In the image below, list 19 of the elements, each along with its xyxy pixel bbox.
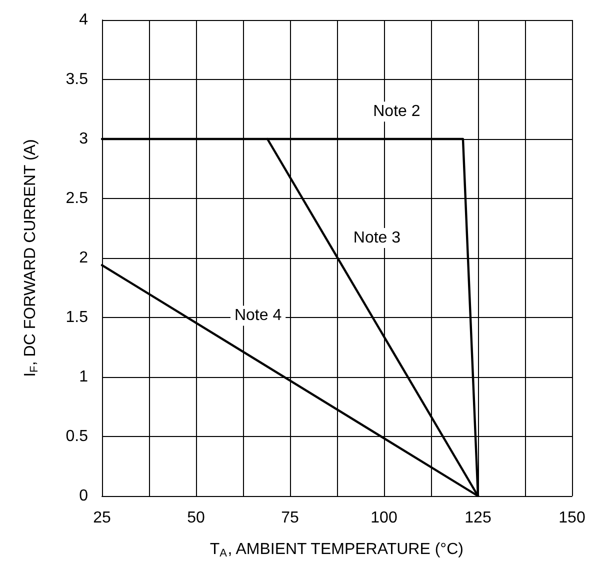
y-tick-label: 2.5	[66, 190, 88, 207]
y-tick-label: 0	[79, 488, 88, 504]
annotation: Note 4	[234, 307, 282, 324]
x-tick-label: 125	[464, 510, 492, 526]
annotation: Note 3	[353, 229, 401, 246]
annotation: Note 2	[373, 103, 420, 120]
y-tick-label: 4	[79, 12, 88, 28]
x-tick-label: 100	[370, 510, 398, 526]
y-tick-label: 2	[79, 250, 88, 266]
y-tick-label: 3.5	[66, 71, 88, 88]
y-tick-label: 1	[79, 368, 88, 386]
x-tick-label: 75	[281, 510, 299, 526]
x-tick-label: 50	[187, 510, 205, 526]
y-tick-label: 0.5	[66, 428, 88, 445]
x-tick-label: 150	[558, 510, 586, 526]
y-tick-label: 3	[79, 130, 88, 148]
y-axis-title: IF, DC FORWARD CURRENT (A)	[22, 139, 40, 377]
x-tick-label: 25	[93, 510, 111, 526]
y-tick-label: 1.5	[66, 309, 88, 326]
